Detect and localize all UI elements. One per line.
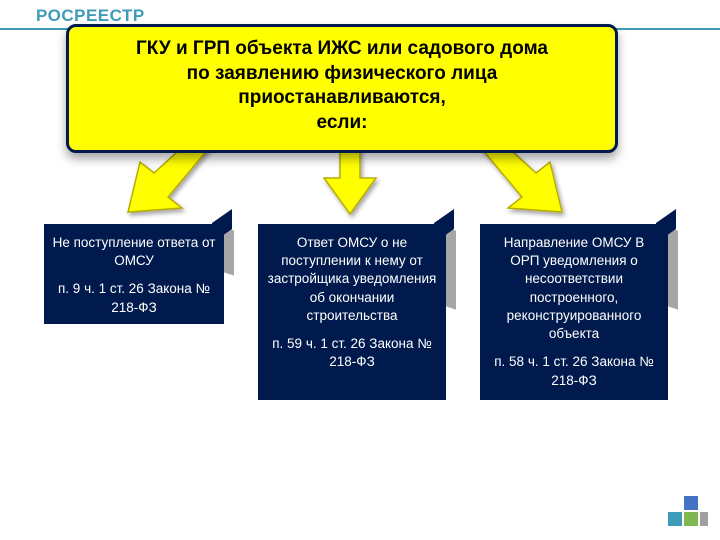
info-box-1-ref: п. 9 ч. 1 ст. 26 Закона № 218-ФЗ <box>58 281 210 314</box>
title-line-1: ГКУ и ГРП объекта ИЖС или садового дома <box>83 37 601 62</box>
info-box-3: Направление ОМСУ В ОРП уведомления о нес… <box>480 224 668 400</box>
info-box-2-ref: п. 59 ч. 1 ст. 26 Закона № 218-ФЗ <box>272 336 432 369</box>
title-box: ГКУ и ГРП объекта ИЖС или садового дома … <box>66 24 618 153</box>
title-line-2: по заявлению физического лица приостанав… <box>83 62 601 111</box>
info-box-1: Не поступление ответа от ОМСУ п. 9 ч. 1 … <box>44 224 224 324</box>
info-box-2-text: Ответ ОМСУ о не поступлении к нему от за… <box>268 235 437 323</box>
title-line-3: если: <box>83 111 601 136</box>
info-box-1-text: Не поступление ответа от ОМСУ <box>53 235 216 268</box>
logo-text: РОСРЕЕСТР <box>36 6 145 26</box>
info-box-3-text: Направление ОМСУ В ОРП уведомления о нес… <box>504 235 644 341</box>
info-box-3-ref: п. 58 ч. 1 ст. 26 Закона № 218-ФЗ <box>494 354 654 387</box>
info-box-2: Ответ ОМСУ о не поступлении к нему от за… <box>258 224 446 400</box>
corner-decoration <box>668 490 710 532</box>
